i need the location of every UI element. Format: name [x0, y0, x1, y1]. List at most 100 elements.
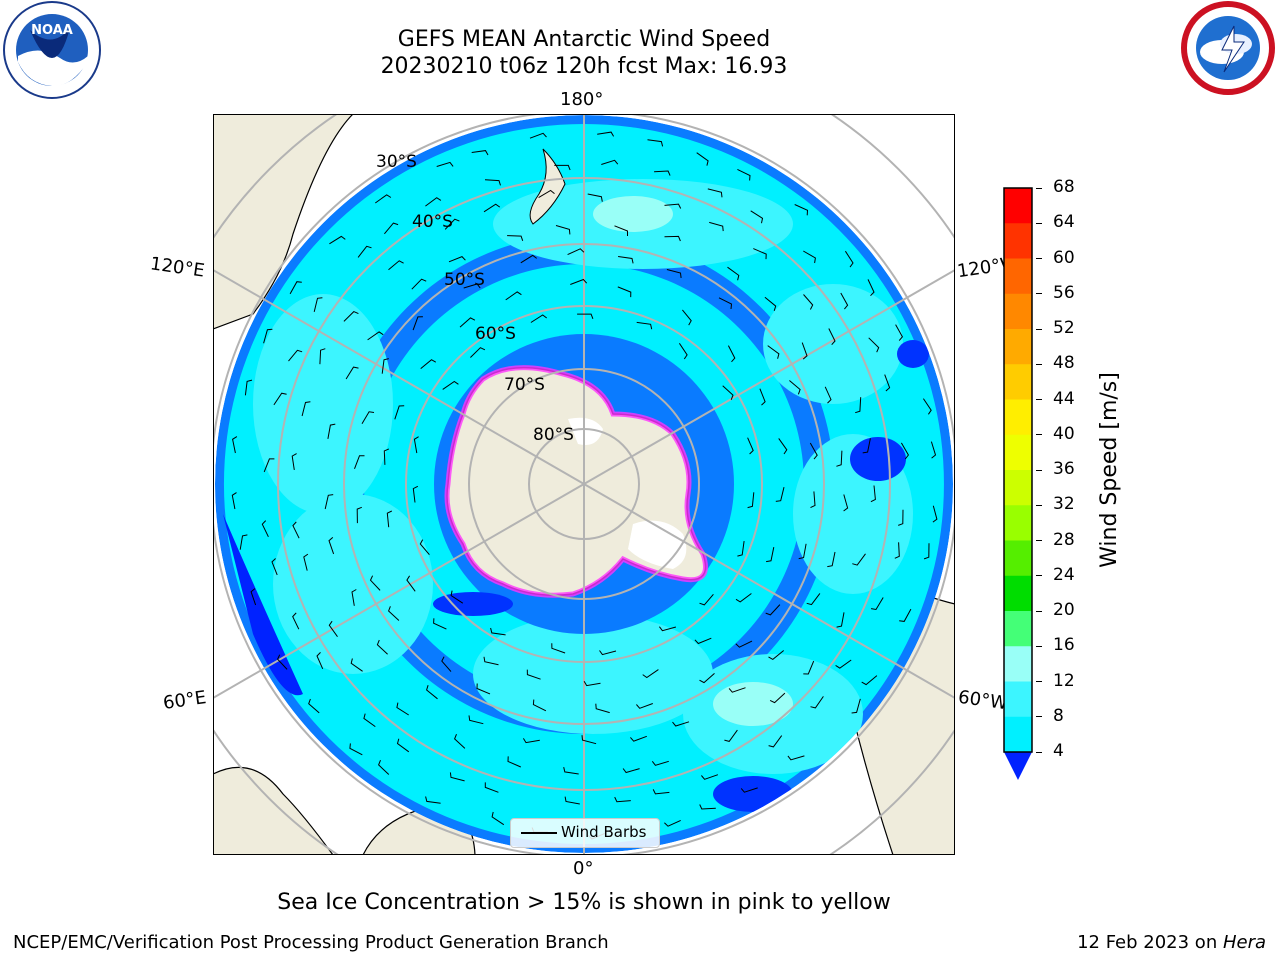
colorbar-tick-label: 52 — [1053, 318, 1075, 338]
wind-barb — [737, 541, 745, 557]
wind-barb — [425, 796, 441, 804]
wind-barb — [709, 221, 724, 232]
wind-barb — [895, 324, 904, 341]
wind-barb — [433, 618, 447, 630]
wind-barb — [468, 715, 484, 725]
wind-barb — [250, 588, 257, 606]
wind-barb — [426, 685, 438, 700]
wind-barb — [350, 658, 363, 672]
wind-barb — [354, 455, 365, 469]
wind-barb — [701, 774, 719, 780]
wind-barb — [766, 546, 775, 563]
wind-barb — [459, 317, 476, 328]
wind-barb — [463, 283, 481, 289]
colorbar-tick-label: 64 — [1053, 212, 1075, 233]
wind-barb — [313, 297, 323, 313]
wind-barb — [383, 448, 390, 465]
colorbar-cell — [1004, 716, 1032, 753]
colorbar-tick-label: 16 — [1053, 635, 1075, 656]
wind-barb — [436, 161, 454, 167]
colorbar-tick-mark — [1036, 187, 1042, 189]
lat-label-40s: 40°S — [412, 212, 453, 232]
colorbar-tick-mark — [1036, 222, 1042, 224]
wind-barb — [747, 492, 755, 509]
wind-barb — [345, 366, 359, 380]
wind-barb — [803, 294, 814, 310]
legend-label: Wind Barbs — [561, 823, 647, 841]
wind-barb — [835, 659, 852, 669]
wind-barb — [922, 398, 932, 415]
wind-barb — [652, 789, 670, 795]
polar-map — [213, 114, 955, 855]
colorbar-tick-mark — [1036, 645, 1042, 647]
wind-barb — [724, 729, 738, 742]
wind-barb — [388, 606, 400, 621]
wind-barb — [271, 558, 278, 576]
wind-barb — [868, 337, 880, 353]
wind-barb — [707, 188, 723, 198]
lat-label-30s: 30°S — [376, 152, 417, 172]
wind-barb — [614, 225, 628, 236]
wind-barb — [420, 359, 437, 369]
colorbar-tick-label: 20 — [1053, 600, 1075, 620]
colorbar-tick-mark — [1036, 716, 1042, 718]
wind-barb — [871, 597, 884, 611]
wind-barb — [505, 291, 522, 301]
footer-date-text: 12 Feb 2023 on — [1077, 932, 1223, 953]
wind-barb — [824, 386, 832, 404]
wind-barb — [484, 179, 501, 186]
lat-label-50s: 50°S — [444, 270, 485, 290]
wind-barb — [840, 292, 849, 310]
wind-barb — [450, 590, 464, 604]
wind-barb — [899, 608, 912, 622]
wind-barb — [570, 278, 588, 285]
wind-barb — [454, 734, 466, 749]
wind-barb — [357, 245, 372, 258]
wind-barb — [803, 250, 816, 264]
colorbar-tick-mark — [1036, 258, 1042, 259]
colorbar-tick-mark — [1036, 434, 1042, 436]
wind-barb — [861, 675, 878, 686]
colorbar-tick-mark — [1036, 681, 1042, 682]
wind-barb — [483, 203, 501, 213]
wind-barb — [376, 639, 388, 655]
wind-barb — [292, 612, 300, 630]
wind-barb — [520, 254, 537, 264]
colorbar-tick-mark — [1036, 399, 1042, 400]
wind-barb — [384, 222, 399, 235]
wind-barb — [324, 494, 334, 510]
wind-barb — [778, 438, 788, 455]
wind-barb — [617, 286, 632, 298]
wind-barb — [442, 380, 459, 390]
colorbar-under-arrow — [1004, 752, 1032, 780]
wind-barb — [349, 743, 363, 756]
wind-barb — [388, 260, 404, 271]
wind-barb — [867, 279, 875, 297]
wind-barb — [484, 782, 499, 793]
wind-barbs — [231, 131, 938, 840]
wind-barb — [753, 248, 767, 260]
wind-barb — [898, 509, 904, 526]
colorbar-tick-mark — [1036, 751, 1042, 753]
wind-barb — [828, 328, 836, 346]
wind-barb — [328, 620, 338, 637]
wind-barb — [328, 537, 335, 555]
wind-barb — [490, 627, 506, 636]
wind-barb — [844, 250, 854, 268]
wind-barb — [555, 225, 571, 235]
wind-barb — [923, 543, 930, 560]
colorbar-tick-mark — [1036, 575, 1042, 577]
wind-barb — [622, 768, 640, 774]
wind-barb — [852, 553, 866, 566]
wind-barb — [900, 442, 910, 460]
footer-host: Hera — [1222, 932, 1266, 953]
lat-label-80s: 80°S — [533, 425, 574, 445]
wind-barb — [737, 168, 751, 181]
wind-barb — [659, 626, 677, 632]
footer-credit: NCEP/EMC/Verification Post Processing Pr… — [13, 932, 609, 953]
wind-barb — [699, 673, 715, 684]
wind-barb — [491, 811, 505, 826]
wind-barb — [806, 593, 821, 606]
wind-barb — [870, 485, 876, 503]
wind-barb — [563, 766, 579, 775]
